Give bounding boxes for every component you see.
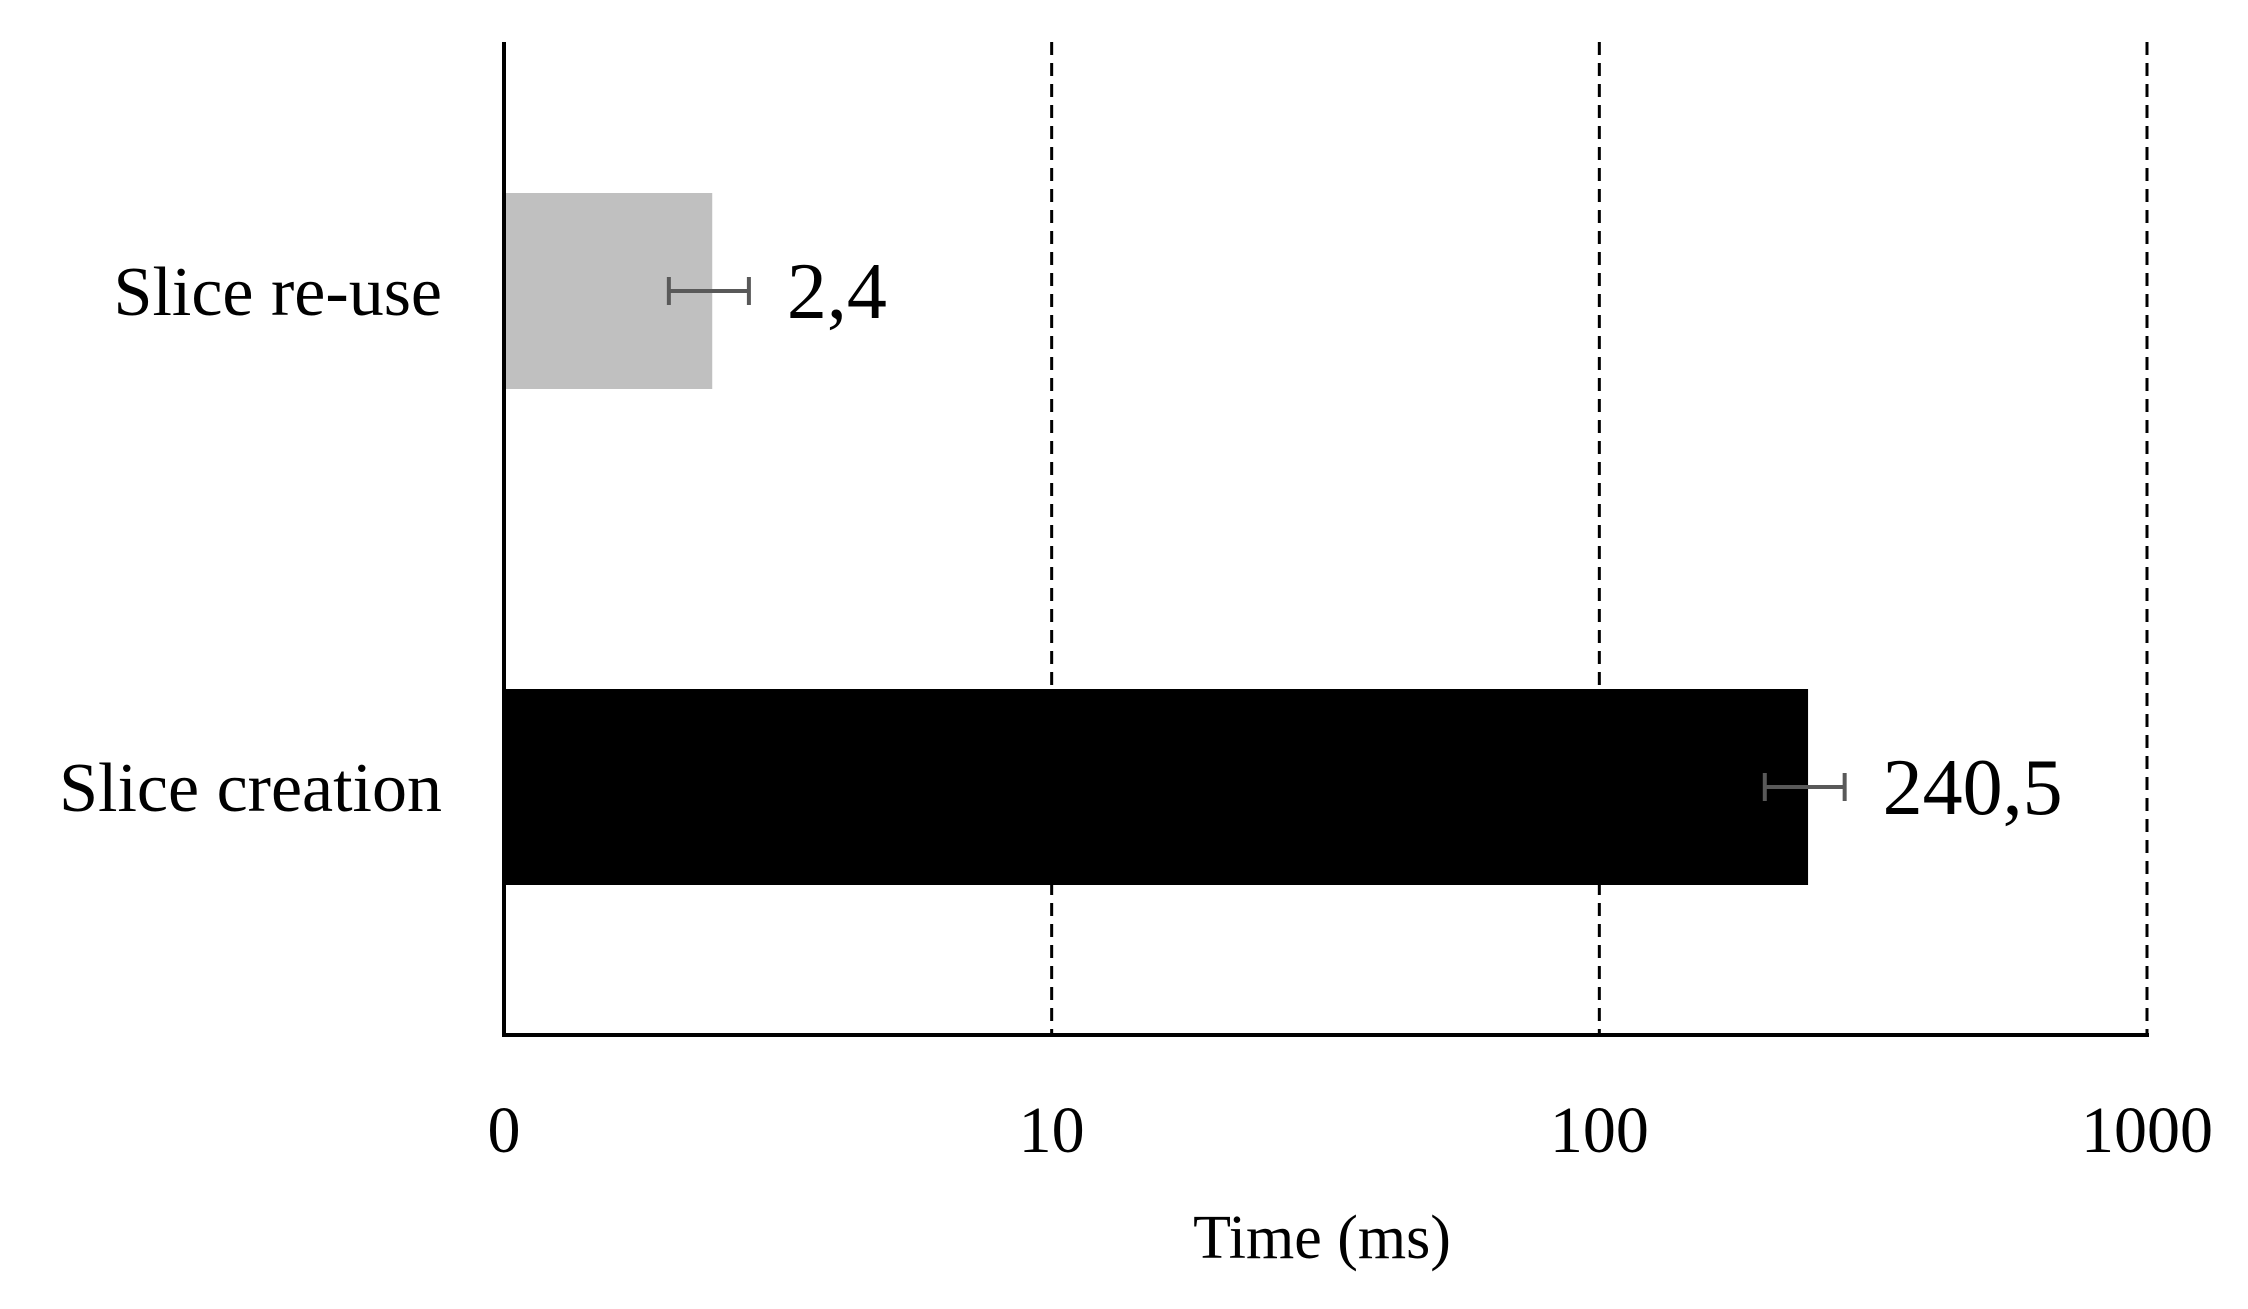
- x-tick-label-10: 10: [1019, 1094, 1085, 1167]
- value-label-1: 240,5: [1883, 744, 2063, 832]
- category-label-1: Slice creation: [59, 750, 442, 827]
- axis-layer: [502, 42, 2149, 1037]
- x-tick-label-1000: 1000: [2081, 1094, 2213, 1167]
- x-tick-label-0: 0: [488, 1094, 521, 1167]
- category-label-0: Slice re-use: [114, 254, 442, 331]
- x-axis-title: Time (ms): [1193, 1204, 1451, 1272]
- label-layer: 2,4 Slice re-use 240,5 Slice creation 0 10 100…: [59, 248, 2213, 1167]
- bar-1: [504, 689, 1809, 885]
- grid-layer: [1050, 42, 2149, 1035]
- bar-layer: [504, 193, 1847, 885]
- value-label-0: 2,4: [787, 248, 887, 336]
- x-tick-label-100: 100: [1550, 1094, 1649, 1167]
